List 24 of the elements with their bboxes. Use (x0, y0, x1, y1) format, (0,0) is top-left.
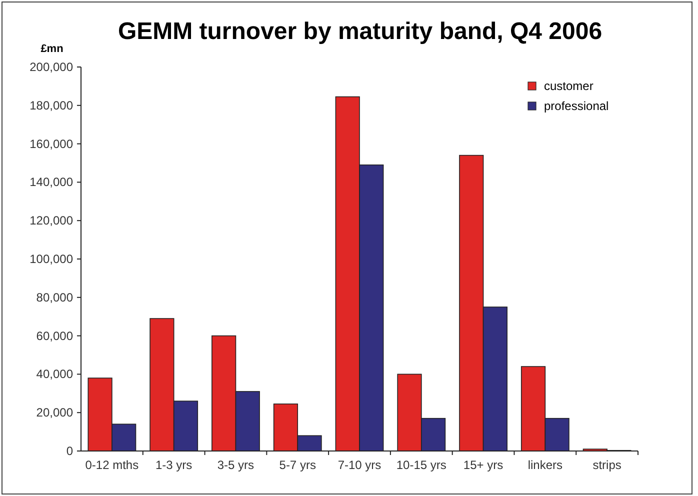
x-tick-label: strips (592, 458, 622, 472)
legend-label: customer (544, 79, 594, 93)
y-tick-label: 120,000 (30, 214, 74, 228)
y-tick-label: 160,000 (30, 136, 74, 151)
x-tick-label: 10-15 yrs (396, 458, 446, 472)
x-tick-label: linkers (528, 458, 563, 472)
y-tick-label: 20,000 (36, 406, 74, 420)
legend-label: professional (544, 99, 609, 113)
x-tick-label: 7-10 yrs (338, 458, 382, 472)
y-tick-label: 100,000 (30, 252, 74, 266)
x-tick-label: 15+ yrs (463, 458, 504, 472)
x-tick-label: 5-7 yrs (279, 458, 316, 472)
x-tick-label: 1-3 yrs (155, 458, 192, 472)
x-tick-label: 0-12 mths (85, 458, 139, 472)
x-tick-label: 3-5 yrs (217, 458, 254, 472)
y-tick-label: 40,000 (36, 367, 74, 382)
y-tick-label: 60,000 (36, 328, 74, 343)
y-tick-label: 0 (66, 444, 74, 458)
y-tick-label: 180,000 (30, 98, 74, 112)
chart-title: GEMM turnover by maturity band, Q4 2006 (118, 18, 602, 45)
y-tick-label: 200,000 (30, 60, 74, 74)
y-tick-label: 80,000 (36, 290, 74, 304)
y-axis-title: £mn (40, 43, 64, 55)
y-tick-label: 140,000 (30, 175, 74, 190)
